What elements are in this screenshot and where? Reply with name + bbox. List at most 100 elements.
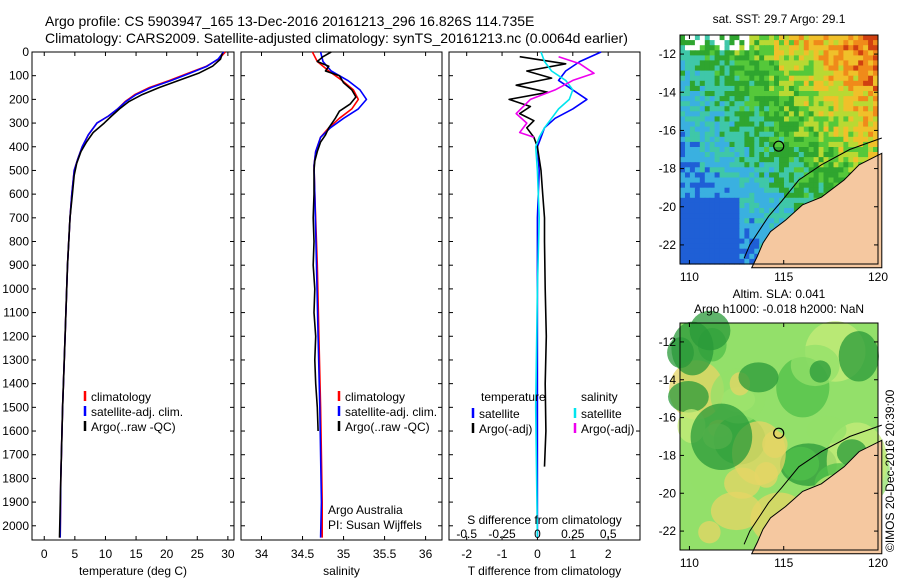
depth-tick-label: 100 bbox=[9, 69, 29, 83]
map-frame-map_sst bbox=[679, 34, 879, 265]
sst-cell bbox=[739, 96, 745, 102]
sst-cell bbox=[769, 208, 775, 214]
sst-cell bbox=[680, 65, 686, 72]
sst-cell bbox=[749, 65, 755, 72]
sst-cell bbox=[813, 40, 820, 46]
sst-cell bbox=[764, 213, 770, 219]
sst-cell bbox=[803, 192, 810, 199]
sst-cell bbox=[704, 55, 711, 62]
sst-cell bbox=[714, 147, 721, 153]
sst-cell bbox=[833, 91, 839, 97]
sst-cell bbox=[798, 187, 805, 194]
sst-cell bbox=[724, 141, 730, 148]
sst-cell bbox=[699, 35, 706, 41]
sst-cell bbox=[848, 60, 854, 67]
sla-blob bbox=[668, 381, 709, 413]
sst-cell bbox=[724, 116, 730, 123]
sst-cell bbox=[749, 50, 755, 56]
sst-cell bbox=[699, 228, 706, 235]
sst-cell bbox=[873, 55, 879, 62]
sst-cell bbox=[818, 131, 825, 138]
sst-cell bbox=[729, 248, 735, 255]
sst-cell bbox=[714, 35, 721, 41]
sst-cell bbox=[749, 126, 755, 133]
sst-cell bbox=[680, 157, 686, 163]
sst-cell bbox=[868, 116, 874, 123]
sst-cell bbox=[749, 208, 755, 214]
sst-cell bbox=[714, 152, 721, 158]
sst-cell bbox=[798, 35, 805, 41]
sst-cell bbox=[784, 111, 790, 117]
sst-cell bbox=[685, 45, 691, 51]
sst-cell bbox=[754, 96, 760, 102]
sst-cell bbox=[739, 177, 745, 184]
map-y-tick-label: -18 bbox=[659, 162, 677, 176]
sst-cell bbox=[704, 136, 711, 143]
sst-cell bbox=[724, 35, 730, 41]
sst-cell bbox=[709, 141, 716, 148]
sst-cell bbox=[873, 70, 879, 77]
sst-cell bbox=[793, 152, 800, 158]
s-tick-label: 0 bbox=[534, 527, 541, 541]
sst-cell bbox=[759, 213, 765, 219]
sst-cell bbox=[808, 116, 815, 123]
sst-cell bbox=[759, 55, 765, 62]
sst-cell bbox=[868, 60, 874, 67]
sst-cell bbox=[858, 45, 864, 51]
sst-cell bbox=[699, 202, 706, 209]
sst-cell bbox=[699, 55, 706, 62]
sst-cell bbox=[704, 253, 711, 260]
sst-cell bbox=[754, 91, 760, 97]
sst-cell bbox=[749, 35, 755, 41]
sst-cell bbox=[759, 85, 765, 92]
sst-cell bbox=[813, 147, 820, 153]
sst-cell bbox=[853, 106, 859, 112]
sst-cell bbox=[764, 45, 770, 51]
sst-cell bbox=[754, 45, 760, 51]
sst-cell bbox=[724, 60, 730, 67]
sst-cell bbox=[734, 70, 740, 77]
sst-cell bbox=[779, 111, 785, 117]
x-axis-label: T difference from climatology bbox=[468, 564, 622, 578]
sst-cell bbox=[734, 172, 740, 179]
sst-cell bbox=[704, 70, 711, 77]
sst-cell bbox=[739, 131, 745, 138]
sst-cell bbox=[694, 55, 701, 62]
sst-cell bbox=[759, 152, 765, 158]
sst-cell bbox=[843, 126, 849, 133]
depth-tick-label: 1900 bbox=[2, 495, 29, 509]
sst-cell bbox=[689, 91, 696, 97]
sst-cell bbox=[788, 96, 795, 102]
sst-cell bbox=[709, 228, 716, 235]
sst-cell bbox=[749, 80, 755, 87]
sst-cell bbox=[724, 85, 730, 92]
sst-cell bbox=[699, 70, 706, 77]
legend-label: climatology bbox=[91, 390, 151, 404]
sst-cell bbox=[803, 60, 810, 67]
sst-cell bbox=[843, 141, 849, 148]
sst-cell bbox=[793, 55, 800, 62]
sst-cell bbox=[694, 131, 701, 138]
sst-cell bbox=[858, 70, 864, 77]
shelf-contour bbox=[743, 137, 882, 259]
sst-cell bbox=[739, 141, 745, 148]
sst-cell bbox=[779, 141, 785, 148]
sst-cell bbox=[803, 75, 810, 82]
sst-cell bbox=[833, 147, 839, 153]
sst-cell bbox=[823, 75, 829, 82]
sst-cell bbox=[704, 96, 711, 102]
sst-cell bbox=[744, 238, 750, 245]
sst-cell bbox=[714, 228, 721, 235]
sst-cell bbox=[863, 35, 869, 41]
sst-cell bbox=[699, 131, 706, 138]
sst-cell bbox=[788, 192, 795, 199]
sst-cell bbox=[764, 50, 770, 56]
sst-cell bbox=[774, 45, 780, 51]
sst-cell bbox=[709, 177, 716, 184]
sst-cell bbox=[823, 85, 829, 92]
sst-cell bbox=[689, 187, 696, 194]
sst-cell bbox=[853, 121, 859, 128]
depth-tick-label: 300 bbox=[9, 116, 29, 130]
sst-cell bbox=[719, 70, 726, 77]
